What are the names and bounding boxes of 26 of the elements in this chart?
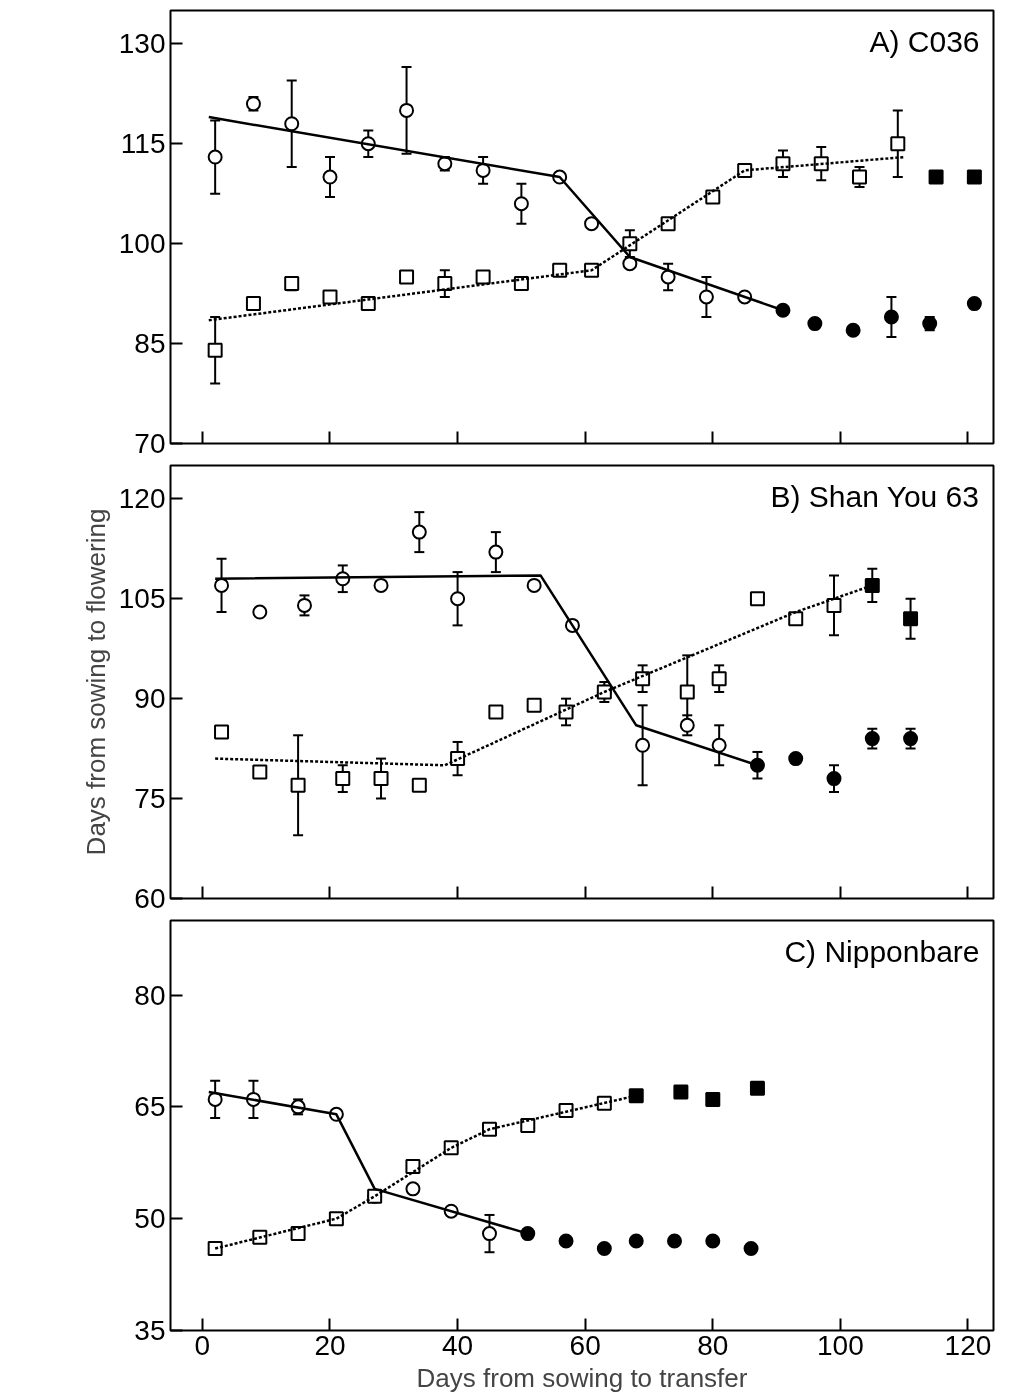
text: B) Shan You 63 [770,479,979,513]
x-axis-title: Days from sowing to transfer [416,1362,748,1393]
y-tick-label: 85 [134,328,166,360]
x-tick-label: 0 [194,1329,211,1361]
x-tick-label: 120 [944,1329,992,1361]
y-tick-label: 50 [134,1203,166,1235]
x-tick-label: 100 [817,1329,864,1361]
y-tick-label: 100 [118,228,166,260]
y-tick-label: 130 [118,28,166,60]
text: A) C036 [869,24,980,58]
y-tick-label: 80 [134,979,166,1011]
y-tick-label: 120 [118,483,166,515]
y-tick-label: 35 [134,1315,166,1346]
y-tick-label: 60 [134,883,166,914]
y-tick-label: 115 [120,128,166,160]
x-tick-label: 60 [569,1329,601,1361]
x-tick-label: 20 [314,1329,346,1361]
y-tick-label: 105 [118,583,166,615]
text: C) Nipponbare [784,934,980,968]
y-axis-title: Days from sowing to flowering [80,508,111,856]
y-tick-label: 70 [134,428,166,459]
y-tick-label: 65 [134,1091,166,1123]
x-tick-label: 80 [697,1329,729,1361]
x-tick-label: 40 [442,1329,474,1361]
y-tick-label: 75 [134,783,166,815]
y-tick-label: 90 [134,683,166,715]
